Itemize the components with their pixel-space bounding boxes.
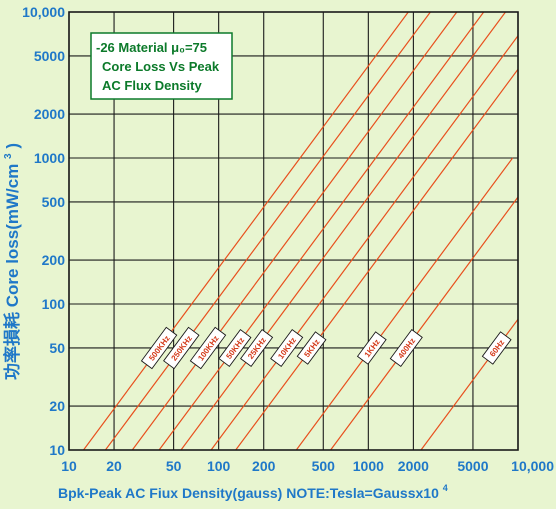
- y-tick-label: 2000: [34, 106, 65, 122]
- series-line: [180, 12, 506, 450]
- x-tick-label: 20: [106, 458, 122, 474]
- series-label-box: [189, 326, 227, 370]
- x-tick-label: 2000: [398, 458, 429, 474]
- series-line: [210, 34, 518, 450]
- series-line: [235, 68, 518, 450]
- x-axis-title: Bpk-Peak AC Fiux Density(gauss) NOTE:Tes…: [58, 483, 448, 501]
- plot-border: [68, 11, 519, 451]
- series-label-box: [140, 326, 178, 370]
- chart-title-box: -26 Material μ₀=75 Core Loss Vs Peak AC …: [90, 32, 233, 100]
- y-axis-title-suffix: ): [3, 143, 22, 149]
- y-tick-label: 500: [42, 194, 66, 210]
- y-tick-label: 20: [49, 398, 65, 414]
- y-tick-label: 200: [42, 252, 66, 268]
- y-tick-label: 50: [49, 340, 65, 356]
- x-tick-label: 100: [207, 458, 231, 474]
- series-line: [104, 12, 431, 450]
- series-label-box: [163, 326, 200, 370]
- series-label-box: [270, 329, 304, 367]
- series-label-box: [356, 331, 387, 365]
- x-tick-label: 200: [252, 458, 276, 474]
- series-label-box: [240, 329, 274, 367]
- series-line: [330, 196, 518, 450]
- chart-title-line-1: -26 Material μ₀=75: [96, 40, 207, 55]
- x-tick-label: 10: [61, 458, 77, 474]
- x-tick-label: 10,000: [511, 458, 554, 474]
- series-line: [131, 12, 458, 450]
- x-tick-label: 1000: [353, 458, 384, 474]
- y-axis-title: 功率損耗 Core loss(mW/cm 3 ): [0, 143, 22, 380]
- series-line: [83, 12, 409, 450]
- series-label-box: [296, 331, 327, 365]
- series-label-group: 100KHz: [189, 326, 227, 370]
- y-axis-title-cn: 功率損耗: [2, 312, 22, 380]
- y-tick-label: 10: [49, 442, 65, 458]
- series-label-box: [218, 329, 252, 367]
- x-tick-label: 5000: [457, 458, 488, 474]
- x-tick-label: 500: [312, 458, 336, 474]
- series-line: [295, 157, 514, 450]
- series-line: [158, 12, 485, 450]
- y-axis-title-sup: 3: [3, 153, 14, 159]
- y-axis-title-main: Core loss(mW/cm: [3, 164, 22, 308]
- series-label-box: [481, 331, 512, 365]
- chart-title-line-2: Core Loss Vs Peak: [102, 59, 220, 74]
- series-line: [420, 318, 518, 450]
- series-label-box: [389, 329, 423, 367]
- chart-title-line-3: AC Flux Density: [102, 78, 202, 93]
- x-axis-title-main: Bpk-Peak AC Fiux Density(gauss) NOTE:Tes…: [58, 485, 439, 501]
- y-tick-label: 1000: [34, 150, 65, 166]
- x-axis-title-sup: 4: [443, 483, 448, 493]
- y-tick-label: 10,000: [22, 4, 65, 20]
- y-tick-label: 5000: [34, 48, 65, 64]
- title-box-frame: [90, 32, 233, 100]
- y-tick-label: 100: [42, 296, 66, 312]
- x-tick-label: 50: [166, 458, 182, 474]
